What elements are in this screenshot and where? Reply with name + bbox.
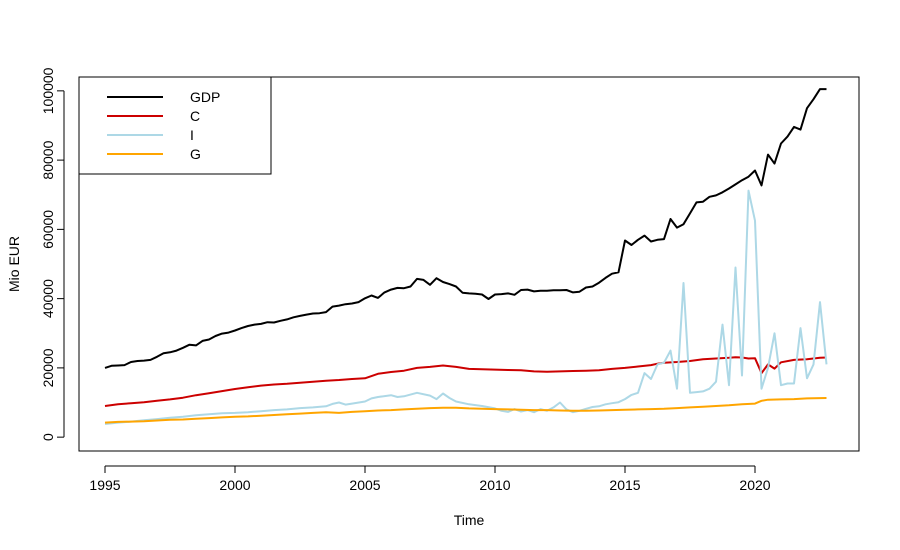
y-axis: 0 20000 40000 60000 80000 100000 — [40, 67, 65, 441]
y-tick-label: 80000 — [40, 140, 56, 179]
series-line-gdp — [104, 88, 827, 369]
x-tick-label: 2000 — [219, 477, 250, 493]
series-layer — [104, 88, 828, 425]
x-axis: 1995 2000 2005 2010 2015 2020 — [89, 465, 771, 493]
legend-label-c: C — [190, 108, 200, 124]
x-tick-label: 1995 — [89, 477, 120, 493]
series-line-i — [104, 189, 828, 425]
y-tick-label: 100000 — [40, 67, 56, 114]
y-tick-label: 20000 — [40, 348, 56, 387]
x-axis-label: Time — [454, 512, 485, 528]
x-tick-label: 2020 — [739, 477, 770, 493]
y-tick-label: 60000 — [40, 210, 56, 249]
legend-label-i: I — [190, 127, 194, 143]
y-axis-label: Mio EUR — [6, 236, 22, 292]
y-tick-label: 0 — [40, 433, 56, 441]
legend: GDP CIG — [78, 76, 272, 175]
legend-box — [78, 76, 272, 175]
plot-frame — [78, 76, 860, 452]
y-tick-label: 40000 — [40, 279, 56, 318]
legend-label-gdp: GDP — [190, 89, 220, 105]
x-tick-label: 2005 — [349, 477, 380, 493]
series-line-g — [104, 397, 827, 424]
x-tick-label: 2010 — [479, 477, 510, 493]
x-tick-label: 2015 — [609, 477, 640, 493]
legend-label-g: G — [190, 146, 201, 162]
